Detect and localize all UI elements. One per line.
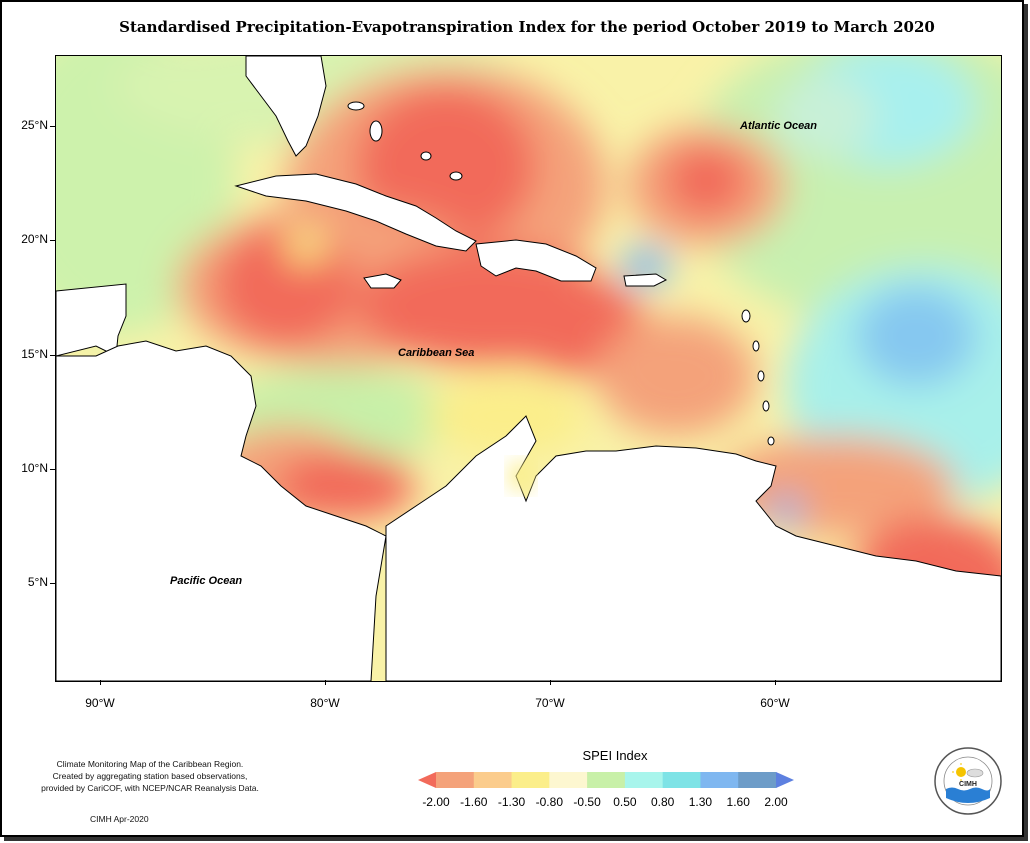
legend-break-label: 2.00 (764, 795, 788, 809)
cimh-logo: CIMH (934, 747, 1002, 815)
pacific-ocean-label: Pacific Ocean (170, 575, 243, 587)
lat-tick-20n (50, 240, 55, 241)
legend-break-label: -1.60 (460, 795, 488, 809)
legend-break-label: 1.60 (726, 795, 750, 809)
legend-title: SPEI Index (582, 748, 648, 763)
legend-colorbar (418, 772, 794, 788)
legend-swatch (587, 772, 626, 788)
legend-break-label: 0.80 (650, 795, 675, 809)
legend-swatch (662, 772, 701, 788)
lat-tick-25n (50, 126, 55, 127)
lat-label-25n: 25°N (21, 118, 48, 132)
lon-label-90w: 90°W (85, 696, 115, 710)
lat-label-10n: 10°N (21, 461, 48, 475)
footer-line-2: Created by aggregating station based obs… (52, 771, 248, 781)
legend-labels: -2.00 -1.60 -1.30 -0.80 -0.50 0.50 0.80 1.30 1.6… (418, 795, 794, 811)
lon-label-80w: 80°W (310, 696, 340, 710)
legend-break-label: 1.30 (688, 795, 713, 809)
lon-tick-60w (775, 680, 776, 685)
lat-tick-5n (50, 583, 55, 584)
map-title: Standardised Precipitation-Evapotranspir… (119, 18, 935, 36)
lon-label-70w: 70°W (535, 696, 565, 710)
spei-map[interactable] (55, 55, 1002, 682)
lat-label-15n: 15°N (21, 347, 48, 361)
caribbean-sea-label: Caribbean Sea (398, 347, 475, 359)
footer-date: CIMH Apr-2020 (90, 814, 149, 824)
logo-text: CIMH (959, 781, 977, 788)
lon-tick-70w (550, 680, 551, 685)
lat-tick-15n (50, 355, 55, 356)
lat-tick-10n (50, 469, 55, 470)
footer-note: Climate Monitoring Map of the Caribbean … (30, 758, 270, 794)
legend-swatch (511, 772, 550, 788)
legend-swatch (700, 772, 739, 788)
legend-break-label: 0.50 (613, 795, 637, 809)
lon-label-60w: 60°W (760, 696, 790, 710)
legend-swatch (436, 772, 475, 788)
spei-map-canvas (56, 56, 1001, 681)
land-masses (56, 56, 1001, 681)
legend-break-label: -2.00 (422, 795, 450, 809)
legend-swatch (549, 772, 588, 788)
atlantic-ocean-label: Atlantic Ocean (740, 120, 818, 132)
footer-line-3: provided by CariCOF, with NCEP/NCAR Rean… (41, 783, 259, 793)
legend-arrow-high (776, 772, 794, 788)
legend-break-label: -0.50 (573, 795, 601, 809)
legend-swatch (738, 772, 777, 788)
legend-arrow-low (418, 772, 436, 788)
legend-break-label: -0.80 (535, 795, 563, 809)
legend-break-label: -1.30 (497, 795, 526, 809)
footer-line-1: Climate Monitoring Map of the Caribbean … (56, 759, 244, 769)
lat-label-20n: 20°N (21, 232, 48, 246)
legend-swatch (624, 772, 664, 788)
lon-tick-80w (325, 680, 326, 685)
lon-tick-90w (100, 680, 101, 685)
legend-swatch (473, 772, 513, 788)
spei-field (56, 56, 1001, 681)
lat-label-5n: 5°N (27, 575, 48, 589)
